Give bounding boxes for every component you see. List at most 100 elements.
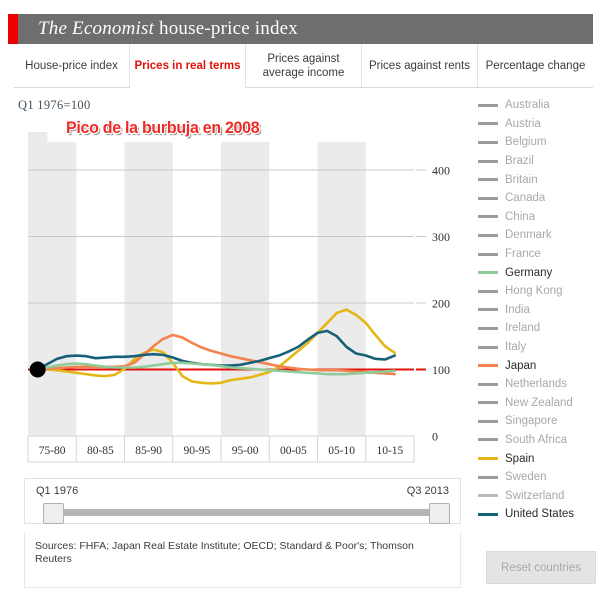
x-axis-tick-label: 85-90 xyxy=(135,445,162,457)
legend-item-germany[interactable]: Germany xyxy=(478,263,607,282)
date-range-slider[interactable]: Q1 1976 Q3 2013 xyxy=(24,478,461,524)
slider-handle-end[interactable] xyxy=(429,503,450,524)
legend-item-label: South Africa xyxy=(505,433,568,446)
legend-color-swatch-icon xyxy=(478,252,498,256)
line-chart-svg[interactable]: 100 200 300 400 0 75-80 80-85 85-90 90-95 95-00 00… xyxy=(14,88,469,476)
legend-item-hong-kong[interactable]: Hong Kong xyxy=(478,282,607,301)
tab-house-price-index[interactable]: House-price index xyxy=(14,44,130,87)
legend-color-swatch-icon xyxy=(478,326,498,330)
legend-item-label: Japan xyxy=(505,359,537,372)
legend-item-austria[interactable]: Austria xyxy=(478,115,607,134)
legend-color-swatch-icon xyxy=(478,475,498,479)
slider-track[interactable] xyxy=(47,509,442,516)
page-title-rest: house-price index xyxy=(154,18,299,39)
legend-item-label: Brazil xyxy=(505,155,534,168)
legend-item-label: New Zealand xyxy=(505,396,573,409)
legend-item-label: Switzerland xyxy=(505,489,565,502)
legend-item-belgium[interactable]: Belgium xyxy=(478,133,607,152)
legend-item-label: Germany xyxy=(505,266,553,279)
legend-color-swatch-icon xyxy=(478,419,498,423)
legend-item-australia[interactable]: Australia xyxy=(478,96,607,115)
legend-color-swatch-icon xyxy=(478,271,498,275)
legend-color-swatch-icon xyxy=(478,401,498,405)
chart-plot-area[interactable]: 100 200 300 400 0 75-80 80-85 85-90 90-95 95-00 00… xyxy=(14,88,469,476)
legend-item-china[interactable]: China xyxy=(478,208,607,227)
legend-item-label: France xyxy=(505,248,541,261)
slider-handle-start[interactable] xyxy=(43,503,64,524)
legend-item-label: Ireland xyxy=(505,322,541,335)
series-line-spain[interactable] xyxy=(36,308,397,385)
tab-prices-in-real-terms[interactable]: Prices in real terms xyxy=(130,44,246,88)
legend-color-swatch-icon xyxy=(478,457,498,461)
slider-end-label: Q3 2013 xyxy=(406,485,449,497)
legend-item-label: Italy xyxy=(505,341,527,354)
legend-item-italy[interactable]: Italy xyxy=(478,338,607,357)
legend-item-label: Canada xyxy=(505,192,546,205)
legend-color-swatch-icon xyxy=(478,196,498,200)
legend-item-label: Belgium xyxy=(505,136,547,149)
legend-item-label: Singapore xyxy=(505,415,558,428)
legend-color-swatch-icon xyxy=(478,122,498,126)
legend-item-switzerland[interactable]: Switzerland xyxy=(478,486,607,505)
country-legend[interactable]: Australia Austria Belgium Brazil Britain Cana… xyxy=(478,96,607,524)
tab-percentage-change[interactable]: Percentage change xyxy=(478,44,593,87)
legend-item-united-states[interactable]: United States xyxy=(478,505,607,524)
chart-unit-label: Q1 1976=100 xyxy=(18,98,91,112)
legend-item-netherlands[interactable]: Netherlands xyxy=(478,375,607,394)
legend-item-japan[interactable]: Japan xyxy=(478,356,607,375)
legend-item-france[interactable]: France xyxy=(478,245,607,264)
legend-item-brazil[interactable]: Brazil xyxy=(478,152,607,171)
legend-item-canada[interactable]: Canada xyxy=(478,189,607,208)
legend-color-swatch-icon xyxy=(478,178,498,182)
x-axis-tick-label: 80-85 xyxy=(87,445,114,457)
legend-item-label: United States xyxy=(505,508,575,521)
tab-prices-against-rents[interactable]: Prices against rents xyxy=(362,44,478,87)
legend-item-south-africa[interactable]: South Africa xyxy=(478,431,607,450)
legend-item-india[interactable]: India xyxy=(478,301,607,320)
y-axis-tick-label: 200 xyxy=(432,296,450,310)
legend-color-swatch-icon xyxy=(478,438,498,442)
legend-item-label: Britain xyxy=(505,173,538,186)
legend-item-new-zealand[interactable]: New Zealand xyxy=(478,394,607,413)
legend-item-label: Hong Kong xyxy=(505,285,563,298)
legend-item-ireland[interactable]: Ireland xyxy=(478,319,607,338)
chart-shaded-band xyxy=(317,142,366,436)
legend-item-singapore[interactable]: Singapore xyxy=(478,412,607,431)
legend-item-label: India xyxy=(505,303,530,316)
legend-color-swatch-icon xyxy=(478,140,498,144)
sources-note: Sources: FHFA; Japan Real Estate Institu… xyxy=(24,532,461,588)
legend-color-swatch-icon xyxy=(478,512,498,516)
legend-item-label: Netherlands xyxy=(505,378,568,391)
reset-countries-button[interactable]: Reset countries xyxy=(486,551,596,584)
page-title-brand: The Economist xyxy=(38,18,155,39)
tab-prices-against-average-income[interactable]: Prices against average income xyxy=(246,44,362,87)
y-axis-tick-label: 300 xyxy=(432,230,450,244)
legend-item-denmark[interactable]: Denmark xyxy=(478,226,607,245)
legend-color-swatch-icon xyxy=(478,345,498,349)
series-line-germany[interactable] xyxy=(36,361,397,376)
tab-bar: House-price index Prices in real terms Pri… xyxy=(14,44,593,88)
chart-shaded-band xyxy=(124,142,173,436)
economist-red-bar xyxy=(8,14,18,44)
legend-item-label: Spain xyxy=(505,452,535,465)
legend-item-label: Australia xyxy=(505,99,550,112)
y-axis-tick-label: 100 xyxy=(432,363,450,377)
legend-color-swatch-icon xyxy=(478,494,498,498)
x-axis-tick-label: 05-10 xyxy=(328,445,355,457)
x-axis-tick-label: 00-05 xyxy=(280,445,307,457)
origin-marker-dot xyxy=(29,361,46,378)
x-axis-tick-label: 10-15 xyxy=(376,445,403,457)
legend-item-label: Denmark xyxy=(505,229,552,242)
chart-shaded-band xyxy=(28,132,48,142)
chart-shaded-band xyxy=(221,142,270,436)
slider-start-label: Q1 1976 xyxy=(36,485,79,497)
legend-item-sweden[interactable]: Sweden xyxy=(478,468,607,487)
x-axis-tick-label: 95-00 xyxy=(232,445,259,457)
legend-color-swatch-icon xyxy=(478,289,498,293)
legend-item-label: China xyxy=(505,210,536,223)
legend-item-britain[interactable]: Britain xyxy=(478,170,607,189)
legend-item-spain[interactable]: Spain xyxy=(478,449,607,468)
x-axis-tick-label: 90-95 xyxy=(183,445,210,457)
legend-item-label: Sweden xyxy=(505,471,547,484)
